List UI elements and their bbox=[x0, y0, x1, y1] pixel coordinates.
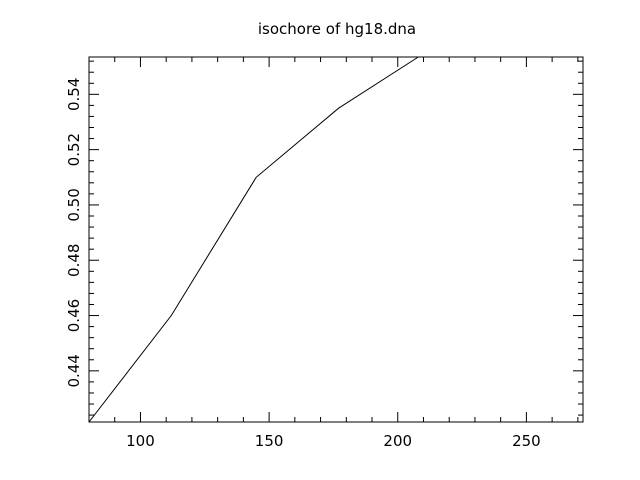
chart-title: isochore of hg18.dna bbox=[258, 20, 416, 38]
x-minor-ticks bbox=[114, 57, 579, 422]
y-tick-label: 0.44 bbox=[65, 354, 83, 387]
y-tick-label: 0.50 bbox=[65, 188, 83, 221]
y-tick-label: 0.48 bbox=[65, 244, 83, 277]
x-tick-label: 100 bbox=[126, 432, 155, 450]
y-tick-label: 0.52 bbox=[65, 133, 83, 166]
plot-frame bbox=[88, 56, 584, 423]
x-tick-label: 250 bbox=[512, 432, 541, 450]
y-tick-labels: 0.44 0.46 0.48 0.50 0.52 0.54 bbox=[65, 78, 83, 388]
y-tick-label: 0.54 bbox=[65, 78, 83, 111]
x-tick-label: 150 bbox=[255, 432, 284, 450]
y-minor-ticks bbox=[89, 60, 583, 416]
series-group bbox=[88, 56, 419, 423]
x-tick-labels: 100 150 200 250 bbox=[126, 432, 541, 450]
y-tick-label: 0.46 bbox=[65, 299, 83, 332]
y-major-ticks bbox=[89, 93, 583, 372]
series-line bbox=[88, 56, 419, 423]
x-tick-label: 200 bbox=[383, 432, 412, 450]
x-major-ticks bbox=[139, 57, 527, 422]
